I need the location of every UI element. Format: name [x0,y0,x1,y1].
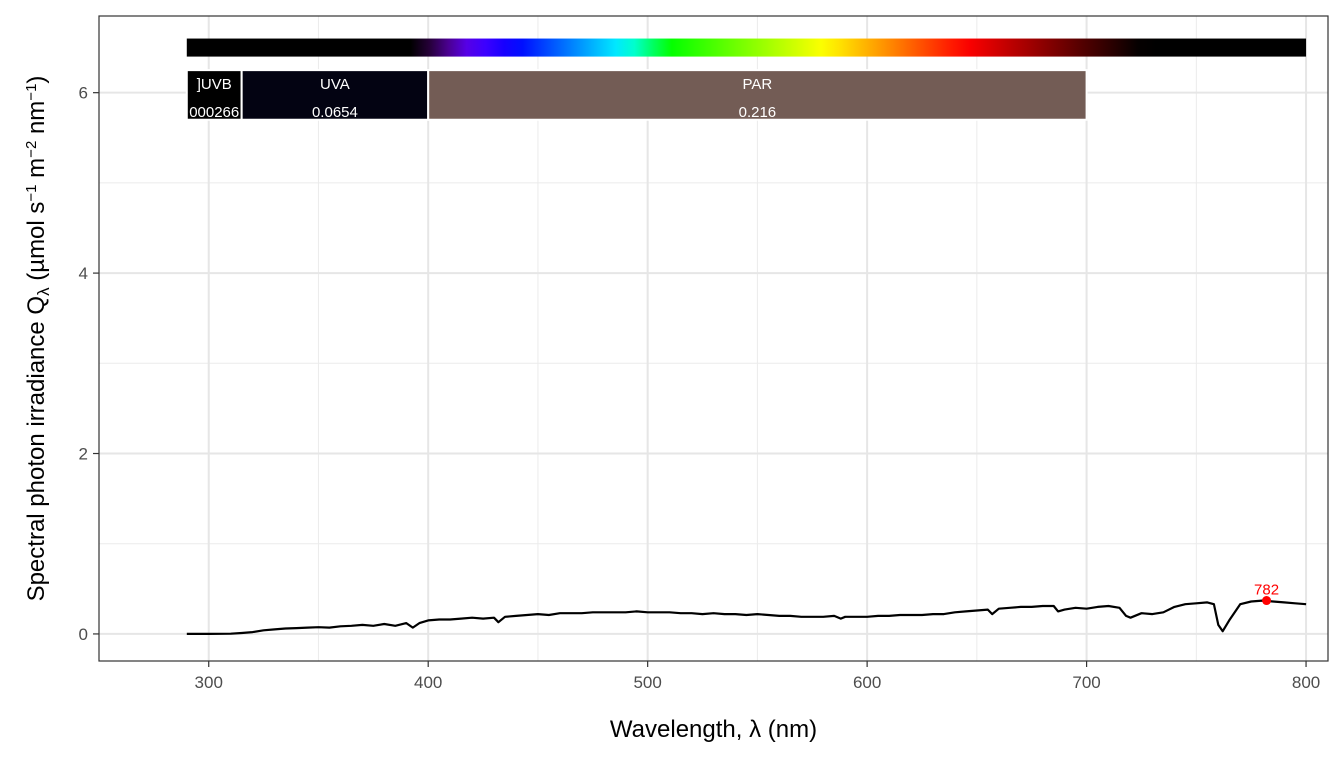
y-axis-title-subscript: λ [34,287,53,296]
y-axis-title-unit-nm: nm [23,101,50,141]
spectrum-line [186,599,1307,635]
y-axis-title-exp3: −1 [23,84,40,101]
peak-point [1262,596,1272,606]
spectrum-color-bar [186,38,1307,57]
band-value: 0.216 [739,104,777,121]
y-tick-label: 6 [79,84,88,103]
x-tick-label: 800 [1292,673,1320,692]
x-tick-label: 500 [633,673,661,692]
panel-border [98,15,1329,662]
band-label: UVA [320,76,350,93]
x-axis-title: Wavelength, λ (nm) [610,716,817,743]
y-axis-title-exp1: −1 [23,184,40,201]
band-value: 0.0654 [312,104,358,121]
y-tick-label: 2 [79,445,88,464]
grid-minor [98,16,1328,661]
band-box-par [427,69,1088,121]
y-axis-title-unit-open: (µmol s [23,202,50,288]
x-tick-label: 300 [195,673,223,692]
color-bar-layer [186,38,1307,57]
y-axis-title-main: Spectral photon irradiance Q [23,296,50,602]
x-tick-label: 600 [853,673,881,692]
y-axis: 0 2 4 6 [79,84,99,644]
x-tick-label: 700 [1072,673,1100,692]
x-tick-label: 400 [414,673,442,692]
band-box-uvb [185,69,243,121]
peak-layer: 782 [1254,582,1279,606]
series-layer [186,599,1307,635]
x-axis: 300 400 500 600 700 800 [195,661,1320,692]
waveband-layer: ]UVB 000266 UVA 0.0654 PAR 0.216 [185,69,1088,121]
band-value: 000266 [189,104,239,121]
band-label: PAR [743,76,773,93]
y-axis-title-unit-close: ) [23,76,50,84]
y-axis-title-exp2: −2 [23,141,40,158]
band-label: ]UVB [197,76,232,93]
y-tick-label: 0 [79,625,88,644]
y-axis-title-unit-mid: m [23,158,50,185]
peak-label: 782 [1254,582,1279,599]
y-axis-title: Spectral photon irradiance Qλ (µmol s−1 … [23,76,54,602]
band-box-uva [240,69,430,121]
y-tick-label: 4 [79,264,88,283]
